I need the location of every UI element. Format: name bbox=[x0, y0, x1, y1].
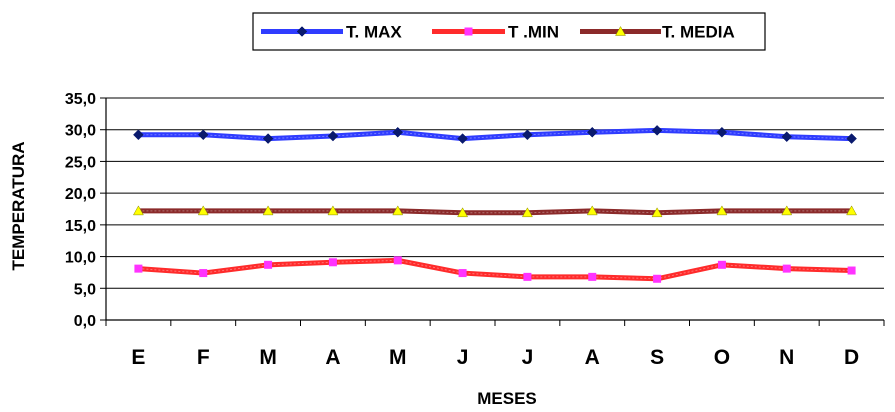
data-point-triangle bbox=[262, 205, 274, 216]
y-tick-label: 10,0 bbox=[65, 250, 96, 267]
y-tick-label: 35,0 bbox=[65, 91, 96, 108]
data-point-square bbox=[523, 272, 532, 281]
data-point-triangle bbox=[615, 25, 626, 36]
series-line bbox=[138, 208, 852, 216]
series-line bbox=[138, 127, 852, 142]
series-line-texture bbox=[138, 210, 852, 214]
data-point-triangle bbox=[651, 207, 663, 218]
legend-entry: T .MIN bbox=[432, 23, 559, 42]
x-tick-label: N bbox=[779, 346, 794, 369]
data-point-square bbox=[782, 264, 791, 273]
data-point-triangle bbox=[846, 205, 858, 216]
y-tick-label: 0,0 bbox=[74, 313, 96, 330]
data-point-diamond bbox=[457, 133, 468, 144]
data-point-square bbox=[464, 27, 473, 36]
y-tick-label: 25,0 bbox=[65, 154, 96, 171]
x-tick-label: D bbox=[844, 346, 859, 369]
data-point-square bbox=[134, 264, 143, 273]
data-point-diamond bbox=[133, 129, 144, 141]
data-point-diamond bbox=[716, 126, 728, 138]
data-point-triangle bbox=[781, 205, 793, 216]
data-point-diamond bbox=[296, 26, 308, 37]
data-point-diamond bbox=[327, 130, 339, 142]
data-point-diamond bbox=[522, 129, 533, 141]
x-tick-label: M bbox=[259, 346, 277, 369]
data-point-triangle bbox=[716, 205, 728, 216]
legend: T. MAX T .MIN T. MEDIA bbox=[252, 12, 766, 51]
x-tick-label: A bbox=[585, 346, 600, 369]
series-t-max bbox=[133, 124, 857, 144]
data-point-triangle bbox=[197, 205, 209, 216]
y-tick-label: 30,0 bbox=[65, 123, 96, 140]
data-point-square bbox=[847, 266, 856, 275]
legend-label: T. MAX bbox=[346, 23, 402, 42]
data-point-square bbox=[588, 272, 597, 281]
data-point-diamond bbox=[781, 131, 793, 143]
data-point-square bbox=[653, 274, 662, 283]
data-point-triangle bbox=[586, 205, 598, 216]
series-line-texture bbox=[138, 259, 852, 280]
data-point-square bbox=[717, 260, 726, 269]
legend-label: T .MIN bbox=[508, 23, 559, 42]
x-tick-label: J bbox=[457, 346, 469, 369]
x-tick-label: E bbox=[131, 346, 145, 369]
x-tick-label: F bbox=[197, 346, 210, 369]
y-tick-label: 5,0 bbox=[74, 281, 96, 298]
y-tick-labels: 0,0 5,0 10,0 15,0 20,0 25,0 30,0 35,0 bbox=[65, 91, 96, 330]
series-line bbox=[138, 257, 852, 282]
data-point-triangle bbox=[521, 207, 533, 218]
data-point-diamond bbox=[651, 124, 663, 136]
data-point-triangle bbox=[327, 205, 339, 216]
x-axis-label: MESES bbox=[477, 389, 537, 408]
x-tick-label: S bbox=[650, 346, 664, 369]
y-tick-label: 15,0 bbox=[65, 218, 96, 235]
x-tick-label: O bbox=[714, 346, 730, 369]
data-point-diamond bbox=[586, 126, 598, 138]
data-point-diamond bbox=[197, 129, 209, 141]
series-t-min bbox=[134, 256, 856, 283]
data-point-triangle bbox=[132, 205, 144, 216]
x-tick-label: A bbox=[325, 346, 340, 369]
data-point-diamond bbox=[392, 126, 404, 138]
axes bbox=[105, 98, 885, 326]
series-line-texture bbox=[138, 129, 852, 140]
data-point-diamond bbox=[262, 133, 274, 144]
data-point-square bbox=[458, 269, 467, 278]
data-point-square bbox=[393, 256, 402, 265]
legend-entry: T. MAX bbox=[261, 23, 402, 42]
data-point-square bbox=[328, 258, 337, 267]
data-point-diamond bbox=[846, 133, 857, 144]
series-group bbox=[132, 124, 858, 283]
y-axis-label: TEMPERATURA bbox=[9, 141, 28, 270]
legend-label: T. MEDIA bbox=[662, 23, 735, 42]
data-point-triangle bbox=[457, 207, 469, 218]
series-t-media bbox=[132, 205, 858, 218]
y-tick-label: 20,0 bbox=[65, 186, 96, 203]
data-point-square bbox=[264, 260, 273, 269]
x-tick-label: J bbox=[522, 346, 534, 369]
data-point-triangle bbox=[392, 205, 404, 216]
legend-entry: T. MEDIA bbox=[580, 23, 735, 42]
grid-lines bbox=[100, 97, 884, 321]
x-tick-label: M bbox=[389, 346, 407, 369]
data-point-square bbox=[199, 269, 208, 278]
